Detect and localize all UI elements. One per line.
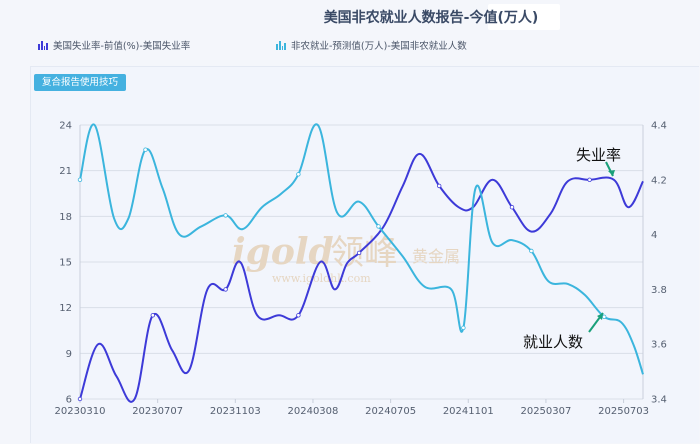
y-right-tick-label: 4.4: [651, 121, 667, 132]
y-axis-right: 3.4 3.6 3.8 4 4.2 4.4: [651, 121, 667, 406]
data-point: [356, 250, 362, 256]
title-highlight-box: [488, 4, 560, 30]
x-axis: 20230310 20230707 20231103 20240308 20240705…: [55, 399, 649, 417]
x-tick-label: 20230310: [55, 406, 106, 417]
arrow-head-icon: [597, 313, 603, 320]
data-point: [376, 224, 381, 229]
data-point: [602, 314, 607, 319]
data-point: [77, 396, 83, 402]
x-tick-label: 20230707: [132, 406, 183, 417]
y-left-tick-label: 6: [66, 395, 72, 406]
data-point: [77, 177, 83, 182]
data-point: [509, 204, 515, 210]
x-tick-label: 20250307: [520, 406, 571, 417]
y-right-tick-label: 4.2: [651, 175, 667, 186]
series-line-payrolls: [79, 123, 644, 375]
y-left-tick-label: 21: [59, 166, 72, 177]
annotations: 失业率 就业人数: [523, 146, 621, 351]
y-left-tick-label: 18: [59, 212, 72, 223]
data-point: [150, 313, 155, 318]
x-tick-label: 20231103: [210, 406, 261, 417]
series-line-unemployment: [79, 152, 644, 403]
y-right-tick-label: 3.8: [651, 285, 667, 296]
legend-label-payrolls: 非农就业-预测值(万人)-美国非农就业人数: [291, 41, 467, 52]
y-left-tick-label: 24: [59, 121, 72, 132]
watermark-name: 领峰: [330, 233, 398, 273]
annotation-unemployment: 失业率: [576, 146, 621, 164]
data-point: [529, 248, 534, 254]
x-tick-label: 20250703: [598, 406, 649, 417]
bar-chart-icon: [38, 40, 48, 50]
data-point: [587, 177, 592, 182]
data-point: [296, 313, 301, 318]
watermark-tag: 黄金属: [412, 247, 460, 266]
y-left-tick-label: 15: [59, 258, 72, 269]
data-point: [223, 213, 228, 218]
x-tick-label: 20240308: [288, 406, 339, 417]
series-lines: [77, 123, 644, 403]
data-point: [143, 147, 148, 152]
y-right-tick-label: 3.6: [651, 340, 667, 351]
report-tips-button[interactable]: 复合报告使用技巧: [34, 74, 127, 91]
watermark: igold 领峰 黄金属 www.igoldhk.com: [232, 231, 460, 285]
data-point: [223, 287, 228, 292]
watermark-url: www.igoldhk.com: [272, 272, 371, 285]
chart-panel: [30, 66, 699, 443]
legend-item-payrolls[interactable]: 非农就业-预测值(万人)-美国非农就业人数: [276, 38, 467, 52]
bar-chart-icon: [276, 40, 286, 50]
data-point: [437, 183, 442, 189]
legend-item-unemployment[interactable]: 美国失业率-前值(%)-美国失业率: [38, 38, 190, 52]
x-tick-label: 20241101: [443, 406, 494, 417]
watermark-brand: igold: [232, 231, 334, 273]
chart-title: 美国非农就业人数报告-今值(万人): [323, 10, 539, 26]
y-left-tick-label: 9: [66, 349, 72, 360]
y-right-tick-label: 3.4: [651, 395, 667, 406]
annotation-payrolls: 就业人数: [523, 333, 583, 351]
x-tick-label: 20240705: [365, 406, 416, 417]
legend-label-unemployment: 美国失业率-前值(%)-美国失业率: [53, 41, 191, 52]
y-left-tick-label: 12: [59, 303, 72, 314]
y-right-tick-label: 4: [651, 230, 657, 241]
arrow-head-icon: [608, 170, 615, 176]
data-point: [461, 325, 466, 330]
data-point: [296, 172, 301, 177]
y-axis-left: 6 9 12 15 18 21 24: [59, 121, 72, 406]
